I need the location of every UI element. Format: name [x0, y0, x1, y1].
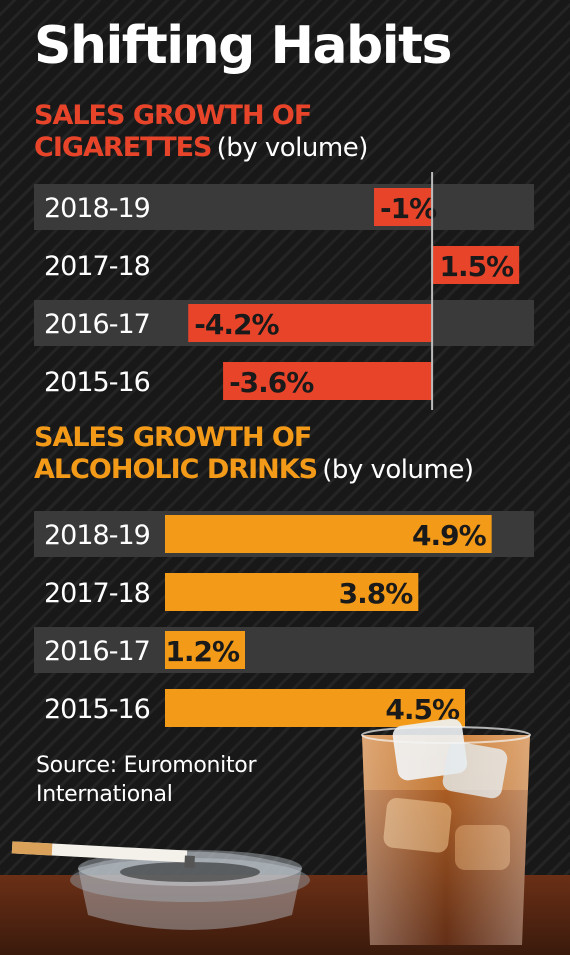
cigarettes-value-label: -4.2% — [194, 308, 279, 341]
alcohol-bar — [165, 573, 419, 611]
alcohol-title-note: (by volume) — [322, 454, 474, 485]
whisky-glass-image — [361, 718, 531, 945]
cigarettes-category-label: 2016-17 — [44, 309, 150, 340]
alcohol-value-label: 3.8% — [339, 577, 414, 610]
cigarettes-title-note: (by volume) — [216, 132, 369, 163]
cigarettes-row-band — [34, 184, 534, 230]
cigarettes-category-label: 2018-19 — [44, 193, 150, 224]
cigarettes-title-line1: SALES GROWTH OF — [34, 100, 312, 131]
source-line2: International — [36, 781, 173, 807]
alcohol-bar — [165, 689, 465, 727]
alcohol-chart-title: SALES GROWTH OF ALCOHOLIC DRINKS (by vol… — [34, 422, 474, 486]
cigarettes-category-label: 2015-16 — [44, 367, 150, 398]
source-line1: Source: Euromonitor — [36, 753, 257, 778]
cigarettes-chart-title: SALES GROWTH OF CIGARETTES (by volume) — [34, 100, 368, 164]
cigarettes-value-label: -1% — [380, 192, 437, 225]
source-note: Source: Euromonitor International — [36, 752, 257, 809]
alcohol-category-label: 2015-16 — [44, 694, 150, 725]
cigarettes-bar — [188, 304, 433, 342]
alcohol-title-line2: ALCOHOLIC DRINKS — [34, 453, 318, 485]
cigarettes-bar — [432, 246, 520, 284]
alcohol-bar — [165, 515, 492, 553]
alcohol-value-label: 4.9% — [412, 519, 487, 552]
ashtray-image — [70, 850, 310, 930]
cigarettes-title-line2: CIGARETTES — [34, 131, 212, 163]
alcohol-category-label: 2017-18 — [44, 578, 150, 609]
cigarette-image — [11, 841, 195, 868]
alcohol-category-label: 2018-19 — [44, 520, 150, 551]
cigarettes-value-label: 1.5% — [440, 250, 515, 283]
alcohol-bar — [165, 631, 245, 669]
cigarettes-category-label: 2017-18 — [44, 251, 150, 282]
alcohol-title-line1: SALES GROWTH OF — [34, 422, 312, 453]
cigarettes-value-label: -3.6% — [229, 366, 314, 399]
alcohol-row-band — [34, 627, 534, 673]
alcohol-category-label: 2016-17 — [44, 636, 150, 667]
cigarettes-bar — [374, 188, 433, 226]
cigarettes-bar — [223, 362, 433, 400]
alcohol-value-label: 1.2% — [165, 635, 240, 668]
page-title: Shifting Habits — [34, 16, 452, 76]
